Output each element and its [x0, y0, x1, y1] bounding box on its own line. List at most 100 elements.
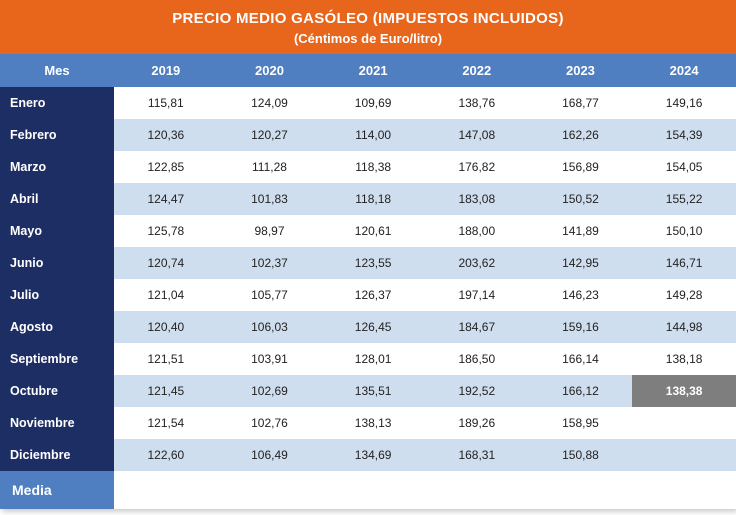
value-cell: 134,69 — [321, 439, 425, 471]
value-cell: 111,28 — [218, 151, 322, 183]
col-header-2022: 2022 — [425, 54, 529, 87]
value-cell: 184,67 — [425, 311, 529, 343]
table-row: Junio120,74102,37123,55203,62142,95146,7… — [0, 247, 736, 279]
value-cell: 138,76 — [425, 87, 529, 119]
value-cell: 183,08 — [425, 183, 529, 215]
value-cell: 144,98 — [632, 311, 736, 343]
table-row: Julio121,04105,77126,37197,14146,23149,2… — [0, 279, 736, 311]
price-table: Mes 2019 2020 2021 2022 2023 2024 Enero1… — [0, 54, 736, 509]
value-cell: 197,14 — [425, 279, 529, 311]
value-cell: 142,95 — [529, 247, 633, 279]
value-cell: 114,00 — [321, 119, 425, 151]
table-header-row: Mes 2019 2020 2021 2022 2023 2024 — [0, 54, 736, 87]
footer-value: 124,46 — [321, 471, 425, 509]
value-cell: 168,31 — [425, 439, 529, 471]
title-sub: (Céntimos de Euro/litro) — [8, 31, 728, 46]
value-cell: 103,91 — [218, 343, 322, 375]
value-cell: 149,16 — [632, 87, 736, 119]
value-cell: 118,18 — [321, 183, 425, 215]
value-cell: 122,85 — [114, 151, 218, 183]
value-cell: 186,50 — [425, 343, 529, 375]
value-cell — [632, 407, 736, 439]
value-cell: 166,12 — [529, 375, 633, 407]
value-cell — [632, 439, 736, 471]
value-cell: 102,69 — [218, 375, 322, 407]
footer-value: 121,55 — [114, 471, 218, 509]
value-cell: 154,05 — [632, 151, 736, 183]
value-cell: 146,23 — [529, 279, 633, 311]
value-cell: 138,38 — [632, 375, 736, 407]
month-cell: Noviembre — [0, 407, 114, 439]
value-cell: 126,45 — [321, 311, 425, 343]
table-row: Febrero120,36120,27114,00147,08162,26154… — [0, 119, 736, 151]
footer-value: 107,21 — [218, 471, 322, 509]
value-cell: 118,38 — [321, 151, 425, 183]
value-cell: 106,03 — [218, 311, 322, 343]
value-cell: 126,37 — [321, 279, 425, 311]
footer-label: Media — [0, 471, 114, 509]
value-cell: 203,62 — [425, 247, 529, 279]
table-row: Octubre121,45102,69135,51192,52166,12138… — [0, 375, 736, 407]
value-cell: 138,13 — [321, 407, 425, 439]
value-cell: 150,10 — [632, 215, 736, 247]
title-main: PRECIO MEDIO GASÓLEO (IMPUESTOS INCLUIDO… — [8, 10, 728, 27]
value-cell: 120,61 — [321, 215, 425, 247]
value-cell: 147,08 — [425, 119, 529, 151]
value-cell: 102,76 — [218, 407, 322, 439]
value-cell: 123,55 — [321, 247, 425, 279]
value-cell: 176,82 — [425, 151, 529, 183]
value-cell: 159,16 — [529, 311, 633, 343]
month-cell: Abril — [0, 183, 114, 215]
value-cell: 121,04 — [114, 279, 218, 311]
value-cell: 120,36 — [114, 119, 218, 151]
title-bar: PRECIO MEDIO GASÓLEO (IMPUESTOS INCLUIDO… — [0, 0, 736, 54]
table-row: Marzo122,85111,28118,38176,82156,89154,0… — [0, 151, 736, 183]
table-row: Abril124,47101,83118,18183,08150,52155,2… — [0, 183, 736, 215]
month-cell: Agosto — [0, 311, 114, 343]
value-cell: 105,77 — [218, 279, 322, 311]
month-cell: Enero — [0, 87, 114, 119]
col-header-2019: 2019 — [114, 54, 218, 87]
value-cell: 102,37 — [218, 247, 322, 279]
value-cell: 122,60 — [114, 439, 218, 471]
value-cell: 150,88 — [529, 439, 633, 471]
footer-value: 148,05 — [632, 471, 736, 509]
table-body: Enero115,81124,09109,69138,76168,77149,1… — [0, 87, 736, 509]
value-cell: 135,51 — [321, 375, 425, 407]
value-cell: 106,49 — [218, 439, 322, 471]
value-cell: 121,51 — [114, 343, 218, 375]
value-cell: 115,81 — [114, 87, 218, 119]
table-row: Septiembre121,51103,91128,01186,50166,14… — [0, 343, 736, 375]
month-cell: Octubre — [0, 375, 114, 407]
value-cell: 120,74 — [114, 247, 218, 279]
value-cell: 192,52 — [425, 375, 529, 407]
value-cell: 98,97 — [218, 215, 322, 247]
value-cell: 155,22 — [632, 183, 736, 215]
value-cell: 162,26 — [529, 119, 633, 151]
month-cell: Mayo — [0, 215, 114, 247]
value-cell: 120,27 — [218, 119, 322, 151]
month-cell: Febrero — [0, 119, 114, 151]
col-header-mes: Mes — [0, 54, 114, 87]
value-cell: 120,40 — [114, 311, 218, 343]
value-cell: 188,00 — [425, 215, 529, 247]
col-header-2023: 2023 — [529, 54, 633, 87]
value-cell: 150,52 — [529, 183, 633, 215]
value-cell: 158,95 — [529, 407, 633, 439]
month-cell: Marzo — [0, 151, 114, 183]
value-cell: 124,47 — [114, 183, 218, 215]
month-cell: Junio — [0, 247, 114, 279]
value-cell: 149,28 — [632, 279, 736, 311]
value-cell: 128,01 — [321, 343, 425, 375]
col-header-2024: 2024 — [632, 54, 736, 87]
footer-row: Media121,55107,21124,46179,65155,90148,0… — [0, 471, 736, 509]
table-row: Mayo125,7898,97120,61188,00141,89150,10 — [0, 215, 736, 247]
table-row: Enero115,81124,09109,69138,76168,77149,1… — [0, 87, 736, 119]
table-row: Agosto120,40106,03126,45184,67159,16144,… — [0, 311, 736, 343]
value-cell: 101,83 — [218, 183, 322, 215]
month-cell: Julio — [0, 279, 114, 311]
value-cell: 166,14 — [529, 343, 633, 375]
col-header-2020: 2020 — [218, 54, 322, 87]
value-cell: 121,45 — [114, 375, 218, 407]
table-row: Noviembre121,54102,76138,13189,26158,95 — [0, 407, 736, 439]
